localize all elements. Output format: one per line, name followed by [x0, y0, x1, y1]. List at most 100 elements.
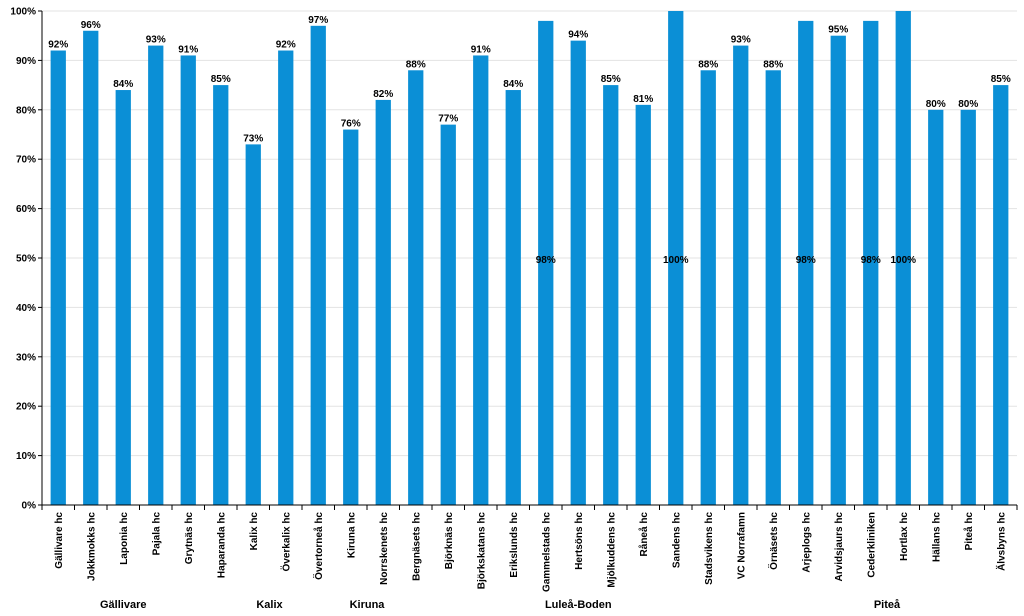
data-label: 91%	[178, 44, 198, 55]
x-tick-label: Erikslunds hc	[509, 512, 520, 578]
data-label: 81%	[633, 94, 653, 105]
data-label: 93%	[731, 35, 751, 46]
bar	[375, 99, 391, 506]
group-label: Luleå-Boden	[545, 599, 612, 611]
bar	[310, 25, 326, 505]
y-tick-label: 100%	[10, 7, 36, 18]
x-tick-label: Mjölkuddens hc	[606, 512, 617, 588]
bar	[863, 20, 879, 505]
bar	[700, 70, 716, 505]
x-tick-label: Övertorneå hc	[312, 512, 325, 580]
gridlines	[42, 10, 1017, 506]
bar	[148, 45, 164, 506]
bar	[538, 20, 554, 505]
x-tick-label: Överkalix hc	[279, 512, 292, 572]
bar	[473, 55, 489, 506]
data-label: 85%	[211, 74, 231, 85]
data-label: 92%	[48, 40, 68, 51]
data-label: 84%	[113, 79, 133, 90]
bar	[570, 40, 586, 505]
data-label: 98%	[796, 255, 816, 266]
bar	[668, 11, 684, 505]
data-label: 85%	[991, 74, 1011, 85]
x-tick-label: Kiruna hc	[346, 512, 357, 559]
y-tick-label: 40%	[16, 303, 36, 314]
y-tick-label: 30%	[16, 352, 36, 363]
data-label: 97%	[308, 15, 328, 26]
x-tick-label: VC Norrafamn	[736, 512, 747, 579]
x-tick-label: Björkskatans hc	[476, 512, 487, 590]
bar	[50, 50, 66, 506]
x-tick-label: Stadsvikens hc	[704, 512, 715, 585]
x-tick-label: Cederkliniken	[866, 512, 877, 578]
group-label: Gällivare	[100, 599, 146, 611]
x-tick-label: Björknäs hc	[444, 512, 455, 570]
x-tick-label: Haparanda hc	[216, 512, 227, 579]
x-tick-label: Piteå hc	[963, 512, 975, 551]
bar	[928, 109, 944, 506]
x-tick-label: Örnäsets hc	[767, 512, 780, 570]
bar	[895, 11, 911, 505]
x-tick-label: Hertsöns hc	[574, 512, 585, 570]
x-tick-label: Gällivare hc	[54, 512, 65, 569]
x-tick-label: Laponia hc	[119, 512, 130, 565]
x-axis: Gällivare hc Jokkmokks hc Laponia hc Pajala…	[41, 504, 1018, 592]
data-label: 96%	[81, 20, 101, 31]
data-label: 100%	[890, 255, 916, 266]
y-tick-label: 90%	[16, 56, 36, 67]
bar	[278, 50, 294, 506]
data-label: 88%	[763, 59, 783, 70]
group-label: Piteå	[874, 599, 901, 611]
x-tick-label: Jokkmokks hc	[86, 512, 97, 581]
bar	[440, 124, 456, 506]
group-labels: Gällivare Kalix Kiruna Luleå-Boden Piteå	[100, 599, 901, 611]
x-tick-label: Gammelstads hc	[541, 512, 552, 592]
data-label: 76%	[341, 119, 361, 130]
bar	[180, 55, 196, 506]
x-tick-label: Hällans hc	[931, 512, 942, 562]
data-label: 94%	[568, 30, 588, 41]
data-label: 100%	[663, 255, 689, 266]
bar	[505, 90, 521, 505]
bar	[830, 35, 846, 505]
data-label: 73%	[243, 133, 263, 144]
bar	[635, 104, 651, 506]
data-label: 77%	[438, 114, 458, 125]
bar	[960, 109, 976, 506]
bar	[115, 90, 131, 505]
y-tick-label: 60%	[16, 204, 36, 215]
data-label: 93%	[146, 35, 166, 46]
x-tick-label: Arvidsjaurs hc	[834, 512, 845, 582]
y-tick-label: 50%	[16, 254, 36, 265]
data-labels: 92% 96% 84% 93% 91% 85% 73% 92% 97% 76% 82% 88% 77% 9…	[48, 15, 1011, 266]
x-tick-label: Norrskenets hc	[379, 512, 390, 585]
bar	[993, 85, 1009, 505]
data-label: 80%	[958, 99, 978, 110]
x-tick-label: Pajala hc	[151, 512, 162, 556]
data-label: 98%	[536, 255, 556, 266]
x-tick-label: Älvsbyns hc	[994, 512, 1007, 571]
data-label: 85%	[601, 74, 621, 85]
bar	[343, 129, 359, 505]
x-tick-label: Bergnäsets hc	[411, 512, 422, 581]
bar	[408, 70, 424, 505]
bar	[245, 144, 261, 505]
x-tick-label: Arjeplogs hc	[801, 512, 812, 573]
bars	[50, 11, 1009, 506]
y-tick-label: 80%	[16, 105, 36, 116]
x-tick-label: Hortlax hc	[899, 512, 910, 561]
y-tick-label: 10%	[16, 451, 36, 462]
bar	[83, 30, 99, 505]
group-label: Kiruna	[350, 599, 386, 611]
group-label: Kalix	[256, 599, 283, 611]
data-label: 82%	[373, 89, 393, 100]
x-tick-label: Sandens hc	[671, 512, 682, 569]
y-tick-label: 20%	[16, 402, 36, 413]
data-label: 88%	[698, 59, 718, 70]
y-tick-label: 70%	[16, 155, 36, 166]
data-label: 98%	[861, 255, 881, 266]
y-axis: 0% 10% 20% 30% 40% 50% 60% 70% 80% 90% 100%	[10, 7, 43, 512]
data-label: 91%	[471, 44, 491, 55]
bar	[798, 20, 814, 505]
